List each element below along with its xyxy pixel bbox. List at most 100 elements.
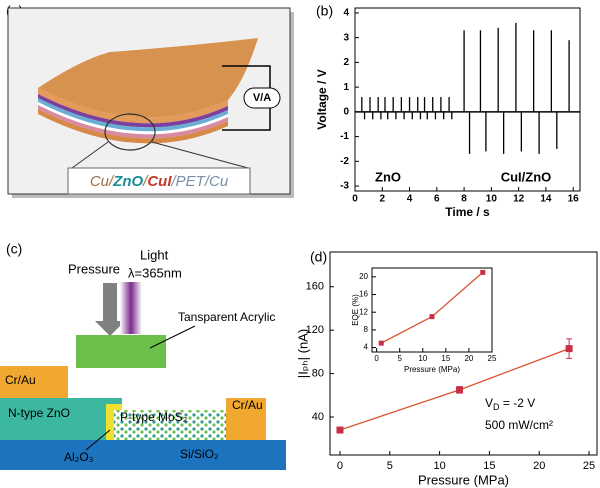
y-tick-label: 20 (359, 272, 368, 281)
x-tick-label: 4 (407, 194, 413, 205)
light-label: Light (140, 247, 169, 262)
pressure-arrow (103, 283, 117, 321)
mos2-layer (114, 410, 226, 440)
layer-name: CuI (147, 173, 172, 190)
layer-name: / (142, 173, 149, 190)
annotation: 500 mW/cm² (485, 418, 553, 432)
acrylic (76, 335, 166, 368)
electrode (0, 366, 68, 400)
layer-stack: Cu/ZnO/CuI/PET/Cu (90, 173, 229, 190)
marker (456, 386, 464, 394)
plot-frame (354, 7, 581, 192)
x-tick-label: 20 (464, 354, 473, 363)
electrode-label: Cr/Au (5, 373, 36, 387)
layer (38, 105, 228, 139)
pointer (85, 429, 111, 451)
x-axis-label: Time / s (445, 205, 490, 219)
layer (38, 98, 228, 132)
annotation-sub: D (493, 402, 500, 412)
x-tick-label: 5 (387, 460, 393, 472)
diagram-a: V/A Cu/ZnO/CuI/PET/Cu (7, 7, 294, 198)
annotation: CuI/ZnO (501, 169, 552, 184)
panel-label: (d) (310, 249, 327, 265)
y-tick-label: 12 (359, 307, 368, 316)
x-tick-label: 8 (461, 194, 467, 205)
y-axis-label: |Iₚₕ| (nA) (295, 329, 310, 378)
annotation-part: V (485, 396, 493, 410)
marker (429, 314, 435, 320)
zoom-line (71, 141, 109, 169)
layer-name: /PET/Cu (171, 173, 229, 190)
marker (480, 269, 486, 275)
annotation-part: = -2 V (500, 396, 536, 410)
annotation: ZnO (375, 169, 401, 184)
meter (243, 87, 281, 109)
diagram-c: Pressure Light λ=365nm Tansparent Acryli… (0, 247, 286, 470)
x-tick-label: 0 (352, 194, 358, 205)
x-tick-label: 6 (434, 194, 440, 205)
y-tick-label: 40 (312, 411, 324, 423)
y-tick-label: 8 (364, 325, 369, 334)
light-beam (120, 282, 142, 334)
layer-box (67, 167, 251, 195)
layer-name: Cu/ (90, 173, 115, 190)
mos2-label: P-type MoS₂ (120, 410, 188, 424)
y-tick-label: 1 (343, 82, 349, 93)
x-tick-label: 2 (379, 194, 385, 205)
x-axis-label: Pressure (MPa) (404, 365, 460, 374)
x-tick-label: 10 (486, 194, 498, 205)
y-tick-label: 4 (364, 343, 369, 352)
x-tick-label: 0 (337, 460, 343, 472)
x-tick-label: 15 (483, 460, 495, 472)
x-tick-label: 16 (568, 194, 580, 205)
al2o3-label: Al₂O₃ (64, 450, 94, 464)
layer-name: ZnO (112, 173, 143, 190)
pressure-arrow-head (95, 321, 125, 336)
x-tick-label: 20 (533, 460, 545, 472)
y-tick-label: -1 (340, 131, 349, 142)
x-axis-label: Pressure (MPa) (418, 472, 509, 487)
y-axis-label: EQE (%) (351, 294, 360, 326)
layer (38, 94, 228, 128)
zoom-circle (104, 113, 156, 151)
zno-label: N-type ZnO (8, 406, 70, 420)
y-tick-label: -3 (340, 181, 349, 192)
zoom-line (151, 141, 249, 169)
pressure-label: Pressure (68, 261, 120, 276)
annotation: VD = -2 V (485, 396, 535, 412)
y-tick-label: 160 (306, 281, 324, 293)
pointer (149, 325, 196, 349)
y-tick-label: 80 (312, 367, 324, 379)
y-axis-label: Voltage / V (315, 69, 329, 129)
electrode (226, 398, 266, 440)
y-tick-label: -2 (340, 156, 349, 167)
substrate-label: Si/SiO₂ (180, 447, 219, 461)
meter-label: V/A (253, 92, 271, 104)
panel-label: (c) (6, 241, 22, 257)
substrate (0, 440, 286, 470)
top-surface (38, 38, 258, 118)
layer (38, 109, 228, 144)
x-tick-label: 14 (540, 194, 552, 205)
y-tick-label: 16 (359, 290, 368, 299)
x-tick-label: 10 (418, 354, 427, 363)
marker (378, 340, 384, 346)
y-tick-label: 2 (343, 57, 349, 68)
wavelength-label: λ=365nm (128, 265, 182, 280)
zno-layer (0, 398, 122, 440)
electrode-label: Cr/Au (232, 398, 263, 412)
x-tick-label: 5 (397, 354, 402, 363)
x-tick-label: 25 (488, 354, 497, 363)
y-tick-label: 3 (343, 32, 349, 43)
x-tick-label: 0 (374, 354, 379, 363)
acrylic-label: Tansparent Acrylic (178, 310, 275, 324)
marker (336, 426, 344, 434)
y-tick-label: 4 (343, 8, 349, 19)
y-tick-label: 120 (306, 324, 324, 336)
x-tick-label: 25 (583, 460, 595, 472)
x-tick-label: 10 (433, 460, 445, 472)
y-tick-label: 0 (343, 107, 349, 118)
panel-label: (b) (316, 3, 333, 19)
marker (565, 345, 573, 353)
